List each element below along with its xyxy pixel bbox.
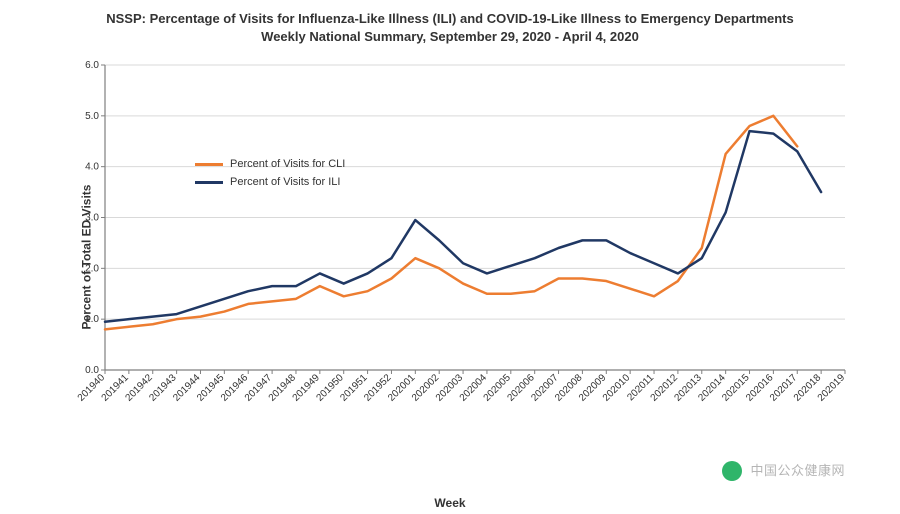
chart-title-line1: NSSP: Percentage of Visits for Influenza… — [106, 11, 794, 26]
svg-text:2.0: 2.0 — [85, 263, 99, 274]
legend-swatch-cli — [195, 163, 223, 166]
chart-svg: 0.01.02.03.04.05.06.02019402019412019422… — [70, 60, 860, 430]
legend-label-cli: Percent of Visits for CLI — [230, 158, 345, 170]
legend-swatch-ili — [195, 181, 223, 184]
watermark-logo-icon — [722, 461, 742, 481]
legend-item-cli: Percent of Visits for CLI — [195, 155, 345, 173]
svg-text:3.0: 3.0 — [85, 213, 99, 224]
chart-title-line2: Weekly National Summary, September 29, 2… — [261, 29, 639, 44]
watermark: 中国公众健康网 — [722, 460, 845, 482]
svg-text:6.0: 6.0 — [85, 60, 99, 71]
svg-text:4.0: 4.0 — [85, 162, 99, 173]
legend: Percent of Visits for CLI Percent of Vis… — [195, 155, 345, 191]
plot-area: 0.01.02.03.04.05.06.02019402019412019422… — [70, 60, 860, 430]
svg-text:5.0: 5.0 — [85, 111, 99, 122]
chart-container: NSSP: Percentage of Visits for Influenza… — [0, 0, 900, 514]
legend-item-ili: Percent of Visits for ILI — [195, 173, 345, 191]
svg-text:1.0: 1.0 — [85, 314, 99, 325]
legend-label-ili: Percent of Visits for ILI — [230, 176, 340, 188]
watermark-text: 中国公众健康网 — [750, 463, 845, 478]
chart-title: NSSP: Percentage of Visits for Influenza… — [0, 10, 900, 45]
x-axis-label: Week — [0, 496, 900, 510]
svg-text:202019: 202019 — [816, 372, 848, 404]
